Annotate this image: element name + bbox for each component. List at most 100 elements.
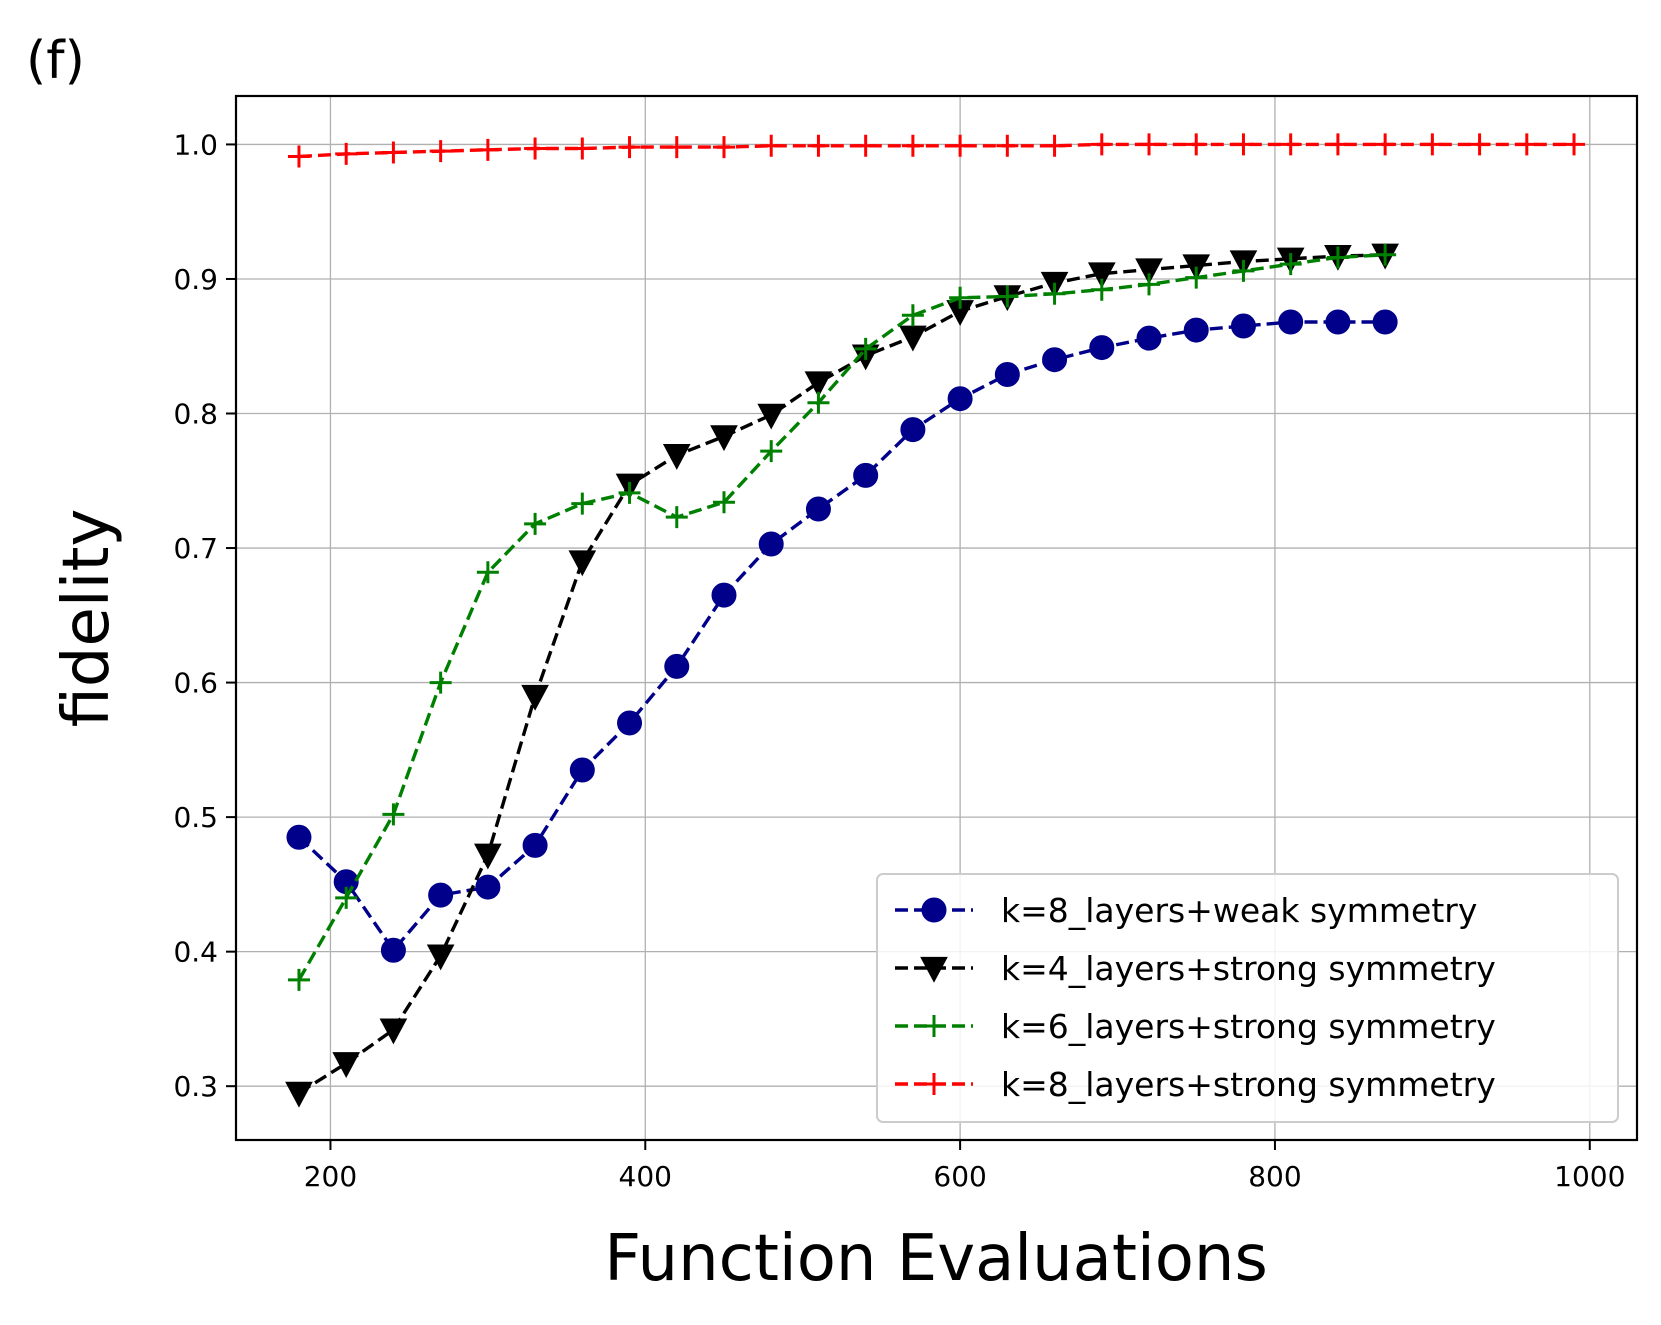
- data-point: [1232, 259, 1255, 282]
- y-tick-label: 1.0: [173, 128, 218, 161]
- data-point: [379, 1018, 408, 1045]
- data-point: [335, 886, 358, 909]
- data-point: [1372, 309, 1398, 335]
- series-4: [287, 133, 1586, 168]
- data-point: [853, 462, 879, 488]
- x-tick-label: 400: [619, 1160, 672, 1193]
- x-tick-label: 200: [304, 1160, 357, 1193]
- legend-marker: [921, 897, 947, 923]
- panel-label: (f): [26, 31, 85, 91]
- y-tick-label: 0.9: [173, 263, 218, 296]
- data-point: [382, 803, 405, 826]
- data-point: [524, 137, 547, 160]
- legend-label: k=8_layers+weak symmetry: [1001, 891, 1477, 930]
- data-point: [710, 425, 738, 452]
- legend-item: k=4_layers+strong symmetry: [895, 949, 1496, 988]
- data-point: [665, 506, 688, 529]
- y-tick-label: 0.5: [173, 801, 218, 834]
- data-point: [665, 136, 688, 159]
- legend-box: [876, 873, 1619, 1123]
- data-point: [1089, 335, 1115, 361]
- data-point: [287, 968, 310, 991]
- y-tick-label: 0.6: [173, 667, 218, 700]
- x-tick-label: 600: [933, 1160, 986, 1193]
- data-point: [1090, 133, 1113, 156]
- data-point: [1326, 246, 1349, 269]
- data-point: [854, 337, 877, 360]
- data-point: [1279, 253, 1302, 276]
- data-point: [901, 304, 924, 327]
- data-point: [617, 710, 643, 736]
- data-point: [1185, 133, 1208, 156]
- data-point: [1090, 278, 1113, 301]
- legend-marker: [923, 1015, 945, 1037]
- data-point: [335, 142, 358, 165]
- data-point: [807, 134, 830, 157]
- y-tick-label: 0.4: [173, 936, 218, 969]
- data-point: [569, 757, 595, 783]
- data-point: [380, 937, 406, 963]
- grid: [236, 96, 1637, 1140]
- data-point: [1135, 258, 1163, 285]
- data-point: [662, 444, 691, 470]
- data-point: [807, 391, 830, 414]
- legend-label: k=6_layers+strong symmetry: [1001, 1007, 1496, 1046]
- data-point: [1136, 325, 1162, 351]
- data-point: [900, 417, 926, 443]
- data-point: [996, 134, 1019, 157]
- data-point: [287, 145, 310, 168]
- legend: k=8_layers+weak symmetry k=4_layers+stron…: [876, 873, 1619, 1123]
- series-1: [286, 309, 1398, 963]
- data-point: [901, 134, 924, 157]
- data-point: [1374, 243, 1397, 266]
- data-point: [949, 286, 972, 309]
- series-line: [297, 320, 1386, 954]
- data-point: [1042, 347, 1068, 373]
- legend-item: k=6_layers+strong symmetry: [895, 1007, 1496, 1046]
- data-point: [476, 138, 499, 161]
- data-point: [426, 944, 455, 971]
- data-point: [1326, 133, 1349, 156]
- data-point: [1087, 262, 1116, 289]
- legend-marker: [923, 1073, 945, 1095]
- data-point: [382, 141, 405, 164]
- data-point: [994, 361, 1020, 387]
- data-point: [760, 440, 783, 463]
- data-point: [758, 531, 784, 557]
- x-axis-label: Function Evaluations: [604, 1222, 1268, 1296]
- data-point: [521, 684, 549, 711]
- data-point: [1374, 133, 1397, 156]
- data-point: [429, 671, 452, 694]
- data-point: [571, 492, 594, 515]
- data-point: [1279, 133, 1302, 156]
- data-point: [757, 403, 786, 430]
- data-point: [286, 824, 312, 850]
- data-point: [1563, 133, 1586, 156]
- data-point: [996, 285, 1019, 308]
- legend-label: k=4_layers+strong symmetry: [1001, 949, 1496, 988]
- data-point: [1138, 133, 1161, 156]
- data-point: [475, 874, 501, 900]
- data-point: [711, 582, 737, 608]
- data-point: [285, 1081, 313, 1108]
- y-axis-label: fidelity: [50, 509, 124, 728]
- legend-item: k=8_layers+strong symmetry: [895, 1065, 1496, 1104]
- series-line: [298, 142, 1574, 159]
- data-point: [1043, 282, 1066, 305]
- data-point: [332, 1052, 361, 1079]
- data-point: [1515, 133, 1538, 156]
- legend-item: k=8_layers+weak symmetry: [895, 891, 1477, 930]
- data-point: [947, 386, 973, 412]
- x-tick-label: 800: [1248, 1160, 1301, 1193]
- data-point: [664, 653, 690, 679]
- y-tick-label: 0.3: [173, 1070, 218, 1103]
- data-point: [1185, 266, 1208, 289]
- data-point: [618, 136, 641, 159]
- data-point: [760, 134, 783, 157]
- data-point: [429, 140, 452, 163]
- data-point: [1230, 313, 1256, 339]
- data-point: [1138, 273, 1161, 296]
- data-point: [1043, 134, 1066, 157]
